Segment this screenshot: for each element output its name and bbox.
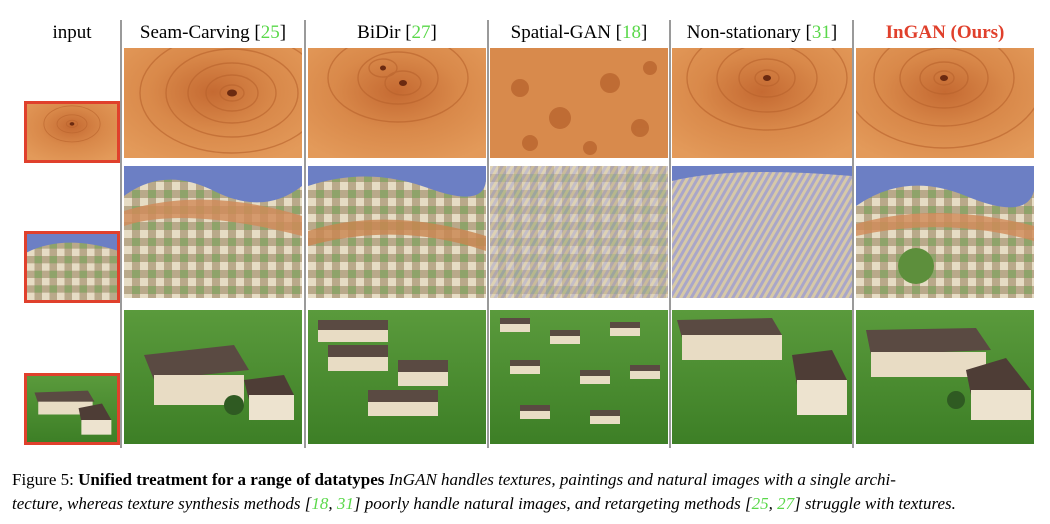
column-divider — [852, 20, 854, 448]
header-seam-carving: Seam-Carving [25] — [139, 22, 287, 43]
result-bidir-wood — [308, 48, 486, 158]
result-spatial-gan-painting — [490, 166, 668, 298]
ref-18[interactable]: 18 — [622, 22, 641, 43]
input-painting-thumbnail — [24, 231, 120, 303]
result-non-stationary-painting — [672, 166, 852, 298]
result-non-stationary-village — [672, 310, 852, 444]
caption-title: Unified treatment for a range of datatyp… — [78, 470, 385, 489]
ref-27[interactable]: 27 — [411, 22, 431, 43]
ref-25[interactable]: 25 — [260, 22, 280, 43]
result-seam-carving-village — [124, 310, 302, 444]
result-seam-carving-painting — [124, 166, 302, 298]
method-name: BiDir — [357, 22, 401, 43]
result-ingan-village — [856, 310, 1034, 444]
result-bidir-village — [308, 310, 486, 444]
ref-25-link[interactable]: 25 — [751, 494, 769, 513]
header-ingan-ours: InGAN (Ours) — [885, 22, 1005, 43]
header-bidir: BiDir [27] — [357, 22, 437, 43]
result-spatial-gan-village — [490, 310, 668, 444]
header-input: input — [52, 22, 92, 43]
ref-18-link[interactable]: 18 — [311, 494, 329, 513]
method-name: Non-stationary — [686, 22, 801, 43]
result-ingan-wood — [856, 48, 1034, 158]
input-village-thumbnail — [24, 373, 120, 445]
column-divider — [669, 20, 671, 448]
ref-27-link[interactable]: 27 — [777, 494, 795, 513]
method-name: Spatial-GAN — [510, 22, 611, 43]
column-divider — [304, 20, 306, 448]
header-non-stationary: Non-stationary [31] — [686, 22, 838, 43]
caption-text: InGAN handles textures, paintings and na… — [384, 470, 896, 489]
column-divider — [120, 20, 122, 448]
ref-31-link[interactable]: 31 — [336, 494, 354, 513]
column-divider — [487, 20, 489, 448]
figure-label: Figure 5: — [12, 470, 74, 489]
result-bidir-painting — [308, 166, 486, 298]
input-wood-thumbnail — [24, 101, 120, 163]
figure-caption: Figure 5: Unified treatment for a range … — [12, 470, 956, 513]
header-spatial-gan: Spatial-GAN [18] — [510, 22, 648, 43]
result-non-stationary-wood — [672, 48, 852, 158]
ref-31[interactable]: 31 — [811, 22, 831, 43]
result-ingan-painting — [856, 166, 1034, 298]
method-name: Seam-Carving — [139, 22, 250, 43]
result-spatial-gan-wood — [490, 48, 668, 158]
result-seam-carving-wood — [124, 48, 302, 158]
